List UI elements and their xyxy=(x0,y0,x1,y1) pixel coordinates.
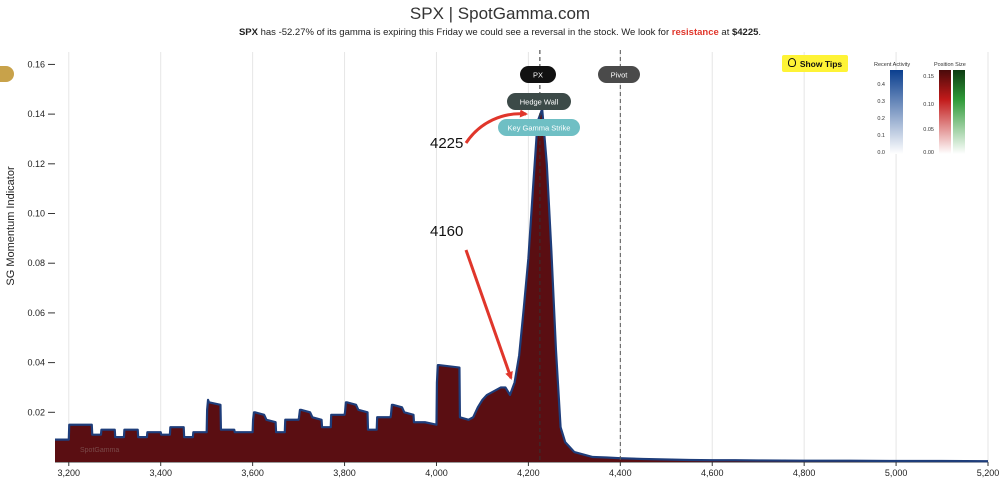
px-marker-label: PX xyxy=(533,71,543,80)
x-tick-label: 3,200 xyxy=(58,468,81,478)
y-tick-label: 0.04 xyxy=(27,358,45,368)
pivot-marker-label: Pivot xyxy=(611,71,629,80)
gamma-line xyxy=(55,108,989,463)
legend-ra-tick: 0.4 xyxy=(877,82,885,88)
y-tick-label: 0.12 xyxy=(27,159,45,169)
subtitle-part2: at xyxy=(718,27,732,38)
subtitle-highlight: resistance xyxy=(671,27,719,38)
area-layer xyxy=(55,108,989,463)
key-gamma-strike-label: Key Gamma Strike xyxy=(508,124,571,133)
pivot-marker[interactable]: Pivot xyxy=(598,66,640,83)
subtitle-part1: has -52.27% of its gamma is expiring thi… xyxy=(257,27,672,38)
legend-ra-tick: 0.0 xyxy=(877,150,885,156)
x-tick-label: 5,000 xyxy=(885,468,908,478)
legend-position-size-title: Position Size xyxy=(934,62,966,68)
subtitle-part3: . xyxy=(758,27,762,38)
y-tick-label: 0.10 xyxy=(27,209,45,219)
gamma-area xyxy=(55,109,988,463)
legend-position-size-green-bar xyxy=(953,70,965,154)
x-tick-label: 3,400 xyxy=(149,468,172,478)
px-marker[interactable]: PX xyxy=(520,66,556,83)
hedge-wall-marker[interactable]: Hedge Wall xyxy=(507,93,571,110)
x-axis: 3,200 3,400 3,600 3,800 4,000 4,200 4,400 4,600… xyxy=(55,461,1000,478)
legend-ra-tick: 0.2 xyxy=(877,116,885,122)
x-tick-label: 4,400 xyxy=(609,468,632,478)
show-tips-label: Show Tips xyxy=(799,58,843,69)
x-tick-label: 5,200 xyxy=(977,468,1000,478)
legend-ps-tick: 0.15 xyxy=(923,74,934,80)
y-tick-label: 0.06 xyxy=(27,308,45,318)
legend-ps-tick: 0.00 xyxy=(923,150,934,156)
side-panel-tab[interactable] xyxy=(0,66,14,82)
arrow-4225 xyxy=(464,109,528,144)
lightbulb-icon xyxy=(787,58,796,67)
page-title: SPX | SpotGamma.com xyxy=(409,4,591,23)
y-tick-label: 0.16 xyxy=(27,59,45,69)
y-tick-label: 0.02 xyxy=(27,407,45,417)
legend-ps-tick: 0.05 xyxy=(923,127,934,133)
x-tick-label: 4,600 xyxy=(701,468,724,478)
legend-ra-tick: 0.3 xyxy=(877,99,885,105)
arrow-4160 xyxy=(464,249,513,380)
x-tick-label: 3,800 xyxy=(333,468,356,478)
y-tick-label: 0.14 xyxy=(27,109,45,119)
x-tick-label: 3,600 xyxy=(241,468,264,478)
legend-ra-tick: 0.1 xyxy=(877,133,885,139)
key-gamma-strike-marker[interactable]: Key Gamma Strike xyxy=(498,119,580,136)
legend-position-size-red-bar xyxy=(939,70,951,154)
x-tick-label: 4,200 xyxy=(517,468,540,478)
watermark: SpotGamma xyxy=(80,447,119,454)
legend-recent-activity-title: Recent Activity xyxy=(874,62,910,68)
legend-ps-tick: 0.10 xyxy=(923,102,934,108)
y-tick-label: 0.08 xyxy=(27,258,45,268)
y-axis: 0.02 0.04 0.06 0.08 0.10 0.12 0.14 0.16 xyxy=(27,59,55,417)
legend-position-size: Position Size 0.15 0.10 0.05 0.00 xyxy=(923,62,966,156)
subtitle-ticker: SPX xyxy=(238,27,258,38)
annotation-4225: 4225 xyxy=(430,135,463,152)
legend-recent-activity-bar xyxy=(890,70,903,154)
hedge-wall-label: Hedge Wall xyxy=(520,98,559,107)
subtitle: SPX has -52.27% of its gamma is expiring… xyxy=(0,27,1000,38)
show-tips-button[interactable]: Show Tips xyxy=(782,55,848,72)
annotation-4160: 4160 xyxy=(430,223,463,240)
x-tick-label: 4,800 xyxy=(793,468,816,478)
x-tick-label: 4,000 xyxy=(425,468,448,478)
subtitle-level: $4225 xyxy=(731,27,759,38)
legend-recent-activity: Recent Activity 0.4 0.3 0.2 0.1 0.0 xyxy=(874,62,910,156)
